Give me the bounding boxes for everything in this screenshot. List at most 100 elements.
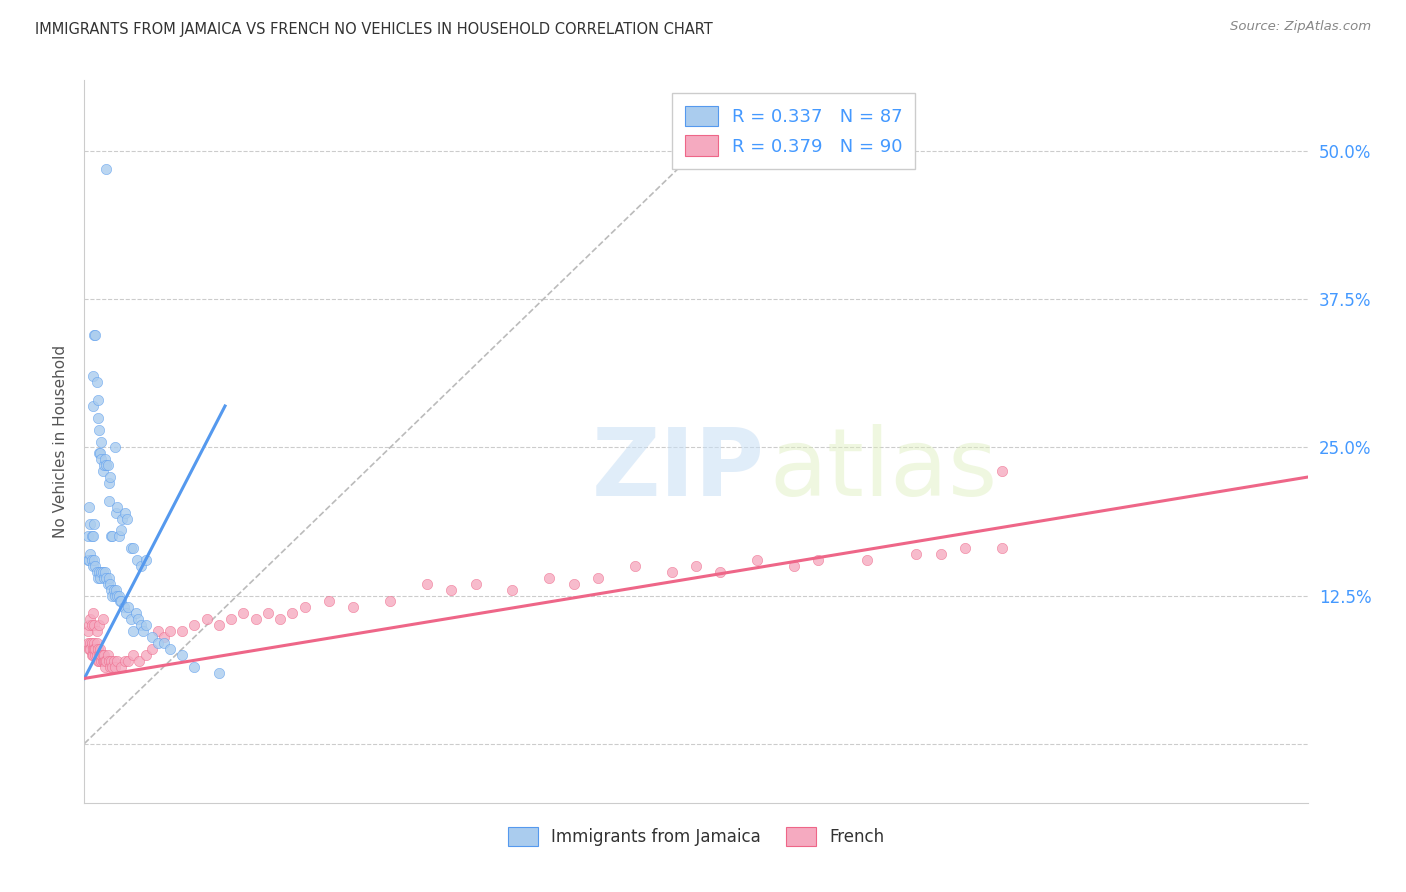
Point bbox=[115, 607, 138, 621]
Point bbox=[89, 446, 111, 460]
Point bbox=[112, 600, 135, 615]
Point bbox=[87, 410, 110, 425]
Point bbox=[80, 648, 103, 662]
Point bbox=[440, 582, 463, 597]
Point bbox=[120, 541, 142, 556]
Point bbox=[97, 648, 120, 662]
Point bbox=[98, 659, 121, 673]
Point bbox=[90, 434, 112, 449]
Point bbox=[89, 648, 111, 662]
Point bbox=[77, 624, 100, 638]
Point bbox=[91, 464, 114, 478]
Point bbox=[89, 571, 111, 585]
Point bbox=[380, 594, 402, 608]
Point bbox=[104, 659, 127, 673]
Point bbox=[89, 641, 111, 656]
Point bbox=[77, 618, 100, 632]
Point bbox=[115, 511, 138, 525]
Point bbox=[257, 607, 280, 621]
Point bbox=[107, 589, 129, 603]
Point bbox=[83, 636, 105, 650]
Point bbox=[245, 612, 267, 626]
Point bbox=[129, 558, 152, 573]
Point bbox=[685, 558, 707, 573]
Point bbox=[103, 654, 125, 668]
Point bbox=[90, 648, 112, 662]
Point bbox=[101, 589, 124, 603]
Point bbox=[87, 654, 110, 668]
Point bbox=[98, 576, 121, 591]
Point bbox=[159, 624, 181, 638]
Point bbox=[125, 607, 148, 621]
Point bbox=[562, 576, 585, 591]
Point bbox=[79, 641, 101, 656]
Point bbox=[104, 441, 127, 455]
Point bbox=[269, 612, 291, 626]
Point bbox=[80, 553, 103, 567]
Point bbox=[135, 553, 157, 567]
Point bbox=[96, 162, 118, 177]
Point bbox=[97, 576, 120, 591]
Point bbox=[97, 493, 120, 508]
Point bbox=[96, 571, 118, 585]
Point bbox=[318, 594, 340, 608]
Point bbox=[135, 648, 157, 662]
Point bbox=[83, 517, 105, 532]
Point bbox=[153, 630, 176, 644]
Point bbox=[82, 369, 104, 384]
Point bbox=[856, 553, 879, 567]
Point bbox=[86, 376, 108, 390]
Point bbox=[105, 654, 128, 668]
Point bbox=[502, 582, 524, 597]
Point bbox=[586, 571, 609, 585]
Point bbox=[105, 500, 128, 514]
Point bbox=[83, 618, 105, 632]
Point bbox=[114, 506, 136, 520]
Point bbox=[79, 547, 101, 561]
Point bbox=[905, 547, 928, 561]
Point bbox=[111, 511, 134, 525]
Point bbox=[464, 576, 486, 591]
Point bbox=[87, 423, 110, 437]
Point bbox=[87, 565, 110, 579]
Point bbox=[84, 641, 107, 656]
Point bbox=[98, 470, 121, 484]
Point bbox=[84, 558, 107, 573]
Text: Source: ZipAtlas.com: Source: ZipAtlas.com bbox=[1230, 20, 1371, 33]
Point bbox=[110, 659, 132, 673]
Point bbox=[77, 553, 100, 567]
Point bbox=[87, 571, 110, 585]
Point bbox=[87, 618, 110, 632]
Point bbox=[91, 612, 114, 626]
Point bbox=[97, 458, 120, 473]
Point bbox=[82, 648, 104, 662]
Point bbox=[93, 648, 115, 662]
Point bbox=[84, 327, 107, 342]
Point bbox=[128, 654, 150, 668]
Point bbox=[281, 607, 304, 621]
Point bbox=[97, 654, 120, 668]
Point bbox=[110, 524, 132, 538]
Point bbox=[132, 624, 155, 638]
Point bbox=[97, 571, 120, 585]
Point bbox=[93, 654, 115, 668]
Point bbox=[100, 654, 122, 668]
Point bbox=[125, 553, 148, 567]
Point bbox=[87, 641, 110, 656]
Point bbox=[91, 654, 114, 668]
Point bbox=[807, 553, 830, 567]
Point bbox=[105, 589, 128, 603]
Point bbox=[108, 594, 131, 608]
Point bbox=[94, 654, 117, 668]
Point bbox=[94, 452, 117, 467]
Point bbox=[709, 565, 731, 579]
Point bbox=[117, 600, 139, 615]
Point bbox=[77, 636, 100, 650]
Point bbox=[991, 464, 1014, 478]
Point bbox=[105, 582, 128, 597]
Point bbox=[953, 541, 976, 556]
Point bbox=[82, 558, 104, 573]
Point bbox=[82, 607, 104, 621]
Point bbox=[208, 618, 231, 632]
Point bbox=[80, 529, 103, 543]
